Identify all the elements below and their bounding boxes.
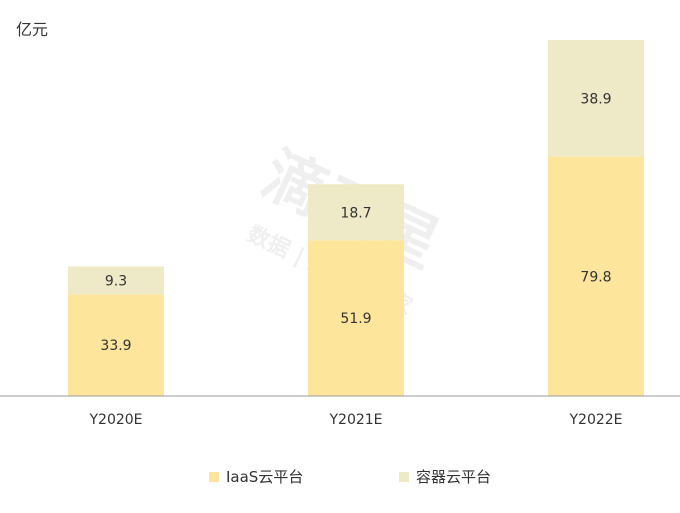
bar-iaas-y2020e [68, 294, 164, 396]
x-tick-label: Y2021E [328, 412, 382, 428]
legend-swatch-iaas [209, 471, 219, 482]
bar-container-y2020e [68, 266, 164, 295]
bar-iaas-y2021e [308, 240, 404, 396]
legend-label-iaas: IaaS云平台 [226, 468, 304, 486]
legend-item-iaas: IaaS云平台 [209, 466, 303, 487]
data-label-container-y2022e: 38.9 [580, 91, 611, 107]
data-label-iaas-y2022e: 79.8 [580, 269, 611, 285]
data-label-iaas-y2021e: 51.9 [340, 311, 371, 327]
y-unit-label: 亿元 [16, 20, 49, 39]
legend-label-container: 容器云平台 [416, 468, 492, 486]
x-tick-label: Y2020E [88, 412, 142, 428]
x-tick-label: Y2022E [568, 412, 622, 428]
data-label-container-y2021e: 18.7 [340, 205, 371, 221]
legend-swatch-container [399, 471, 409, 482]
legend-item-container: 容器云平台 [399, 466, 491, 487]
bar-container-y2021e [308, 184, 404, 241]
data-label-container-y2020e: 9.3 [105, 273, 127, 289]
legend: IaaS云平台 容器云平台 [0, 466, 680, 488]
data-label-iaas-y2020e: 33.9 [100, 338, 131, 354]
bar-container-y2022e [548, 39, 644, 157]
bar-iaas-y2022e [548, 156, 644, 396]
